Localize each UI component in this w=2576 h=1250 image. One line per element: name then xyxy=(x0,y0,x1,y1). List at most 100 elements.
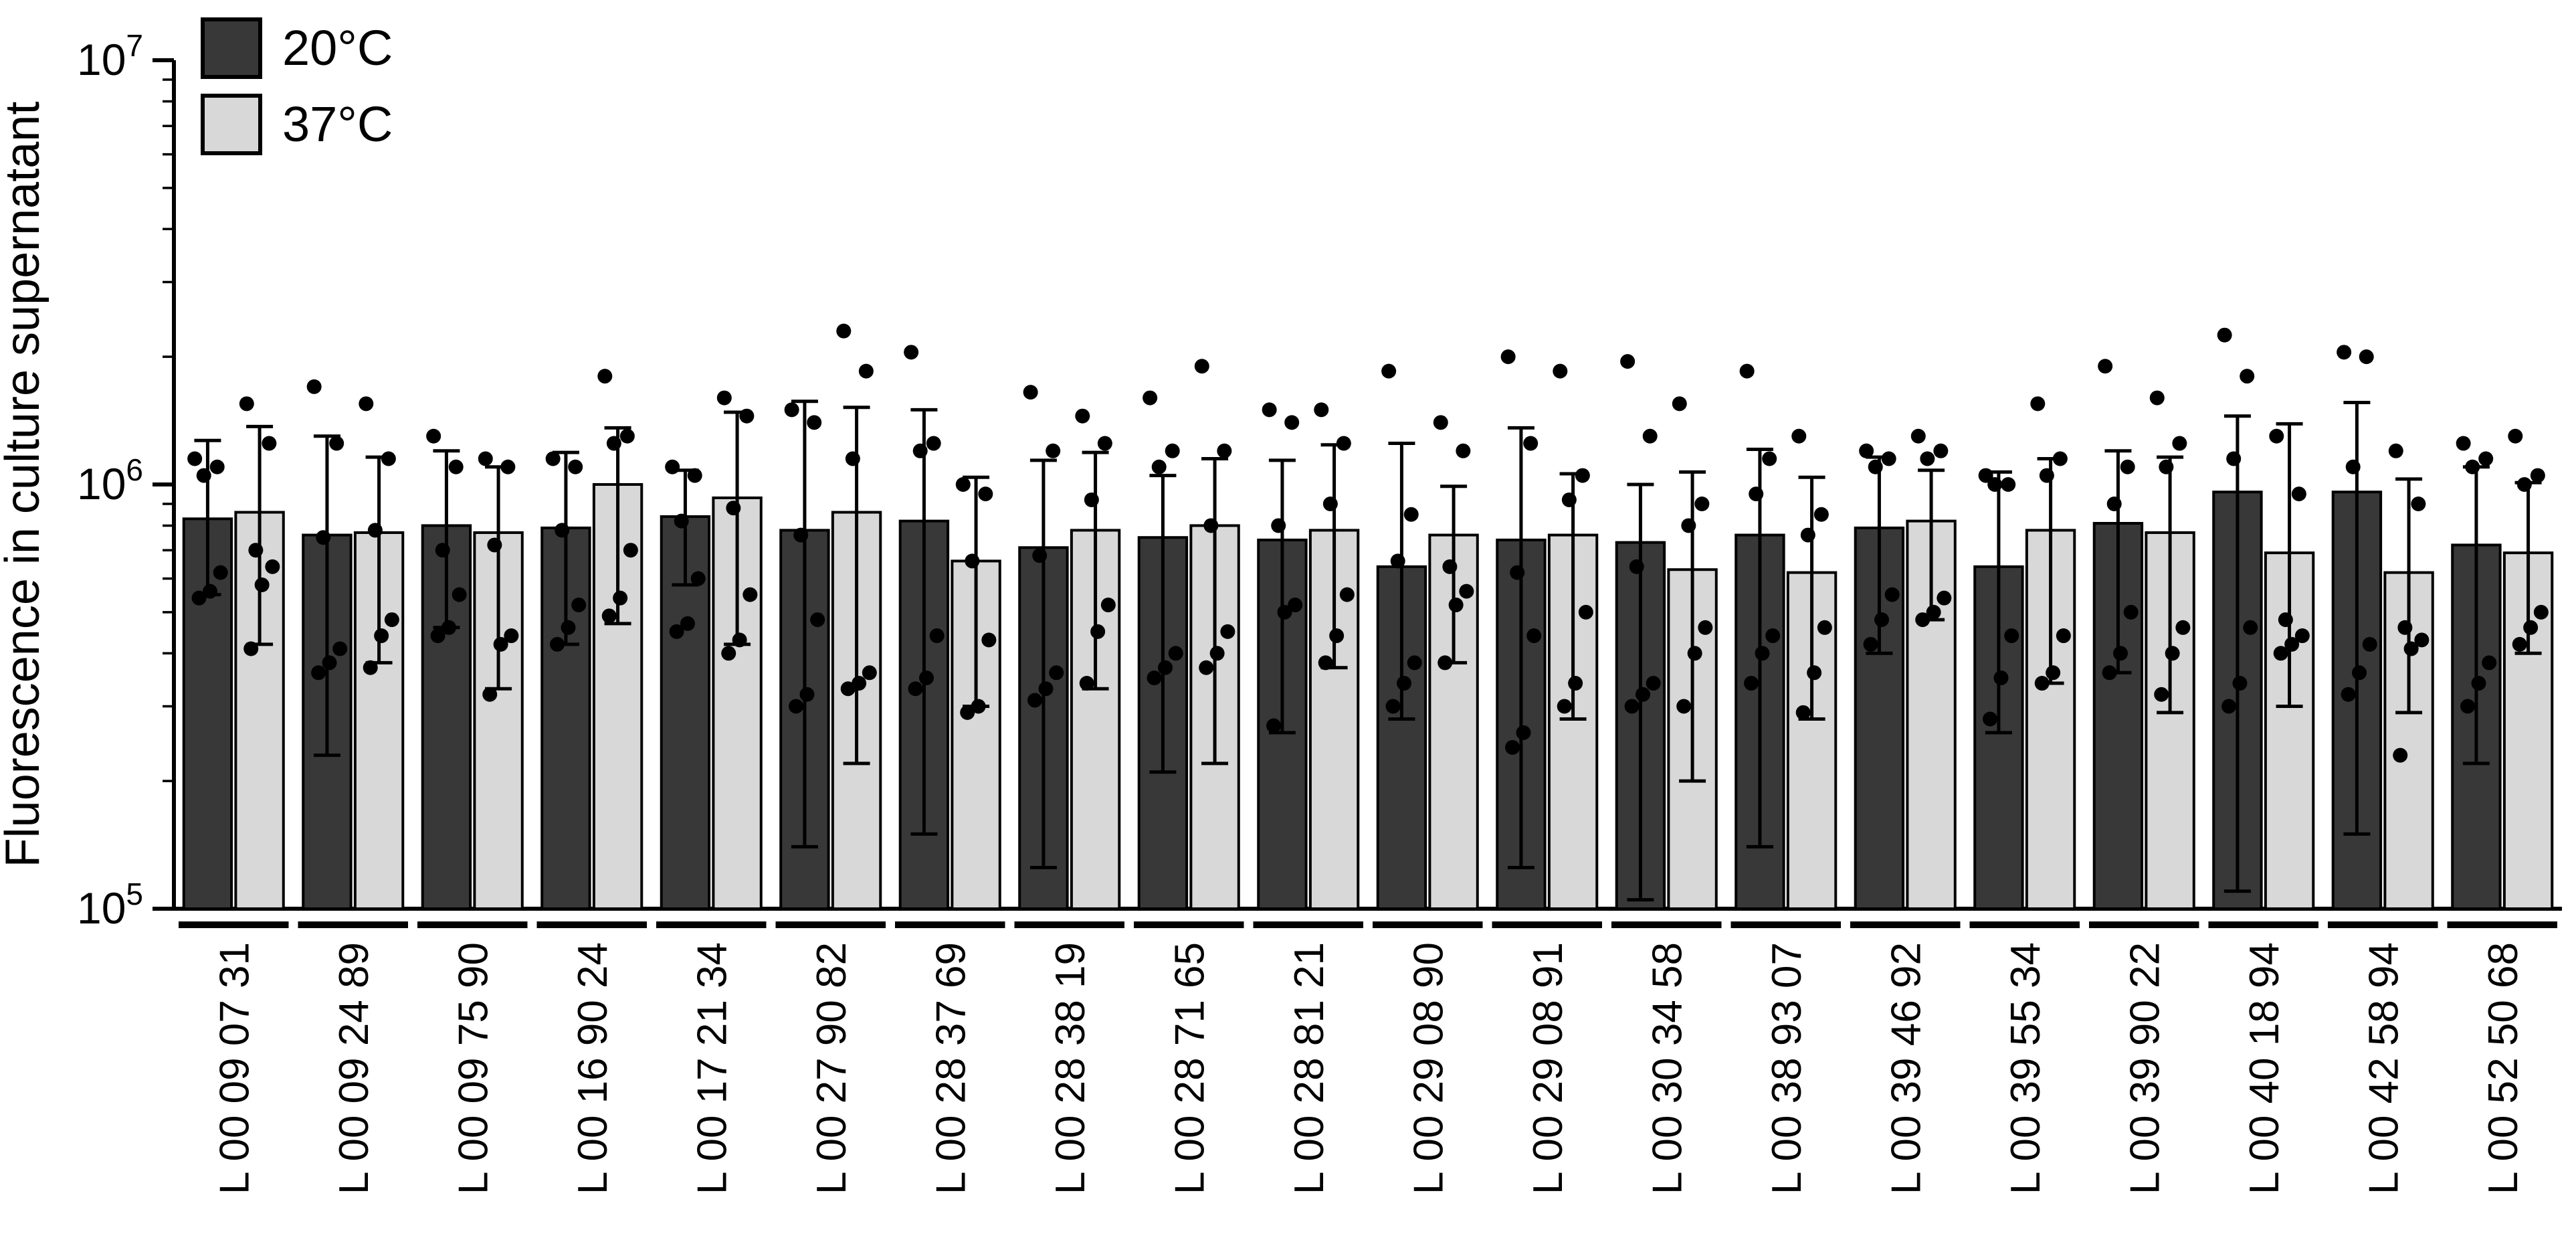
scatter-point xyxy=(739,408,755,424)
scatter-point xyxy=(1672,396,1687,412)
scatter-point xyxy=(789,699,804,714)
scatter-point xyxy=(1629,559,1644,574)
scatter-point xyxy=(2102,665,2117,681)
scatter-point xyxy=(1217,443,1232,458)
scatter-point xyxy=(2001,477,2016,492)
scatter-point xyxy=(2512,636,2527,652)
scatter-point xyxy=(1266,718,1282,733)
scatter-point xyxy=(2478,451,2494,466)
scatter-point xyxy=(1203,518,1219,533)
scatter-point xyxy=(1381,363,1397,379)
scatter-point xyxy=(550,636,565,652)
scatter-point xyxy=(1933,443,1949,458)
scatter-point xyxy=(1881,451,1896,466)
scatter-point xyxy=(2159,459,2174,474)
scatter-point xyxy=(1510,565,1525,580)
scatter-point xyxy=(2149,390,2165,406)
scatter-point xyxy=(2397,620,2413,635)
x-tick-label: L 00 29 08 90 xyxy=(1405,942,1452,1194)
scatter-point xyxy=(1687,646,1702,661)
scatter-point xyxy=(1023,385,1038,400)
scatter-point xyxy=(613,590,628,606)
scatter-point xyxy=(1863,636,1878,652)
scatter-point xyxy=(2362,636,2377,652)
x-tick-label: L 00 28 81 21 xyxy=(1286,942,1332,1194)
scatter-point xyxy=(1407,655,1422,671)
scatter-point xyxy=(363,660,378,675)
scatter-point xyxy=(2414,632,2430,648)
scatter-point xyxy=(1646,676,1661,691)
scatter-point xyxy=(687,468,702,483)
scatter-point xyxy=(2294,628,2310,644)
scatter-point xyxy=(1314,402,1329,418)
scatter-point xyxy=(1694,497,1710,512)
scatter-point xyxy=(955,477,971,492)
scatter-point xyxy=(571,598,587,613)
scatter-point xyxy=(2460,699,2476,714)
scatter-point xyxy=(597,369,613,384)
x-tick-label: L 00 16 90 24 xyxy=(570,942,616,1194)
scatter-point xyxy=(1385,699,1401,714)
scatter-point xyxy=(545,451,561,466)
scatter-point xyxy=(1438,655,1453,671)
x-tick-label: L 00 17 21 34 xyxy=(689,942,735,1194)
scatter-point xyxy=(908,681,923,697)
scatter-point xyxy=(619,428,635,444)
legend: 20°C 37°C xyxy=(201,17,393,155)
scatter-point xyxy=(2098,359,2113,374)
scatter-point xyxy=(2226,451,2242,466)
scatter-point xyxy=(2240,369,2255,384)
legend-label-20c: 20°C xyxy=(282,20,393,76)
scatter-point xyxy=(852,676,867,691)
scatter-point xyxy=(2278,612,2293,628)
legend-item-37c: 37°C xyxy=(201,94,393,155)
scatter-point xyxy=(1097,436,1112,451)
scatter-point xyxy=(665,459,680,474)
scatter-point xyxy=(742,587,758,602)
scatter-point xyxy=(381,451,396,466)
scatter-point xyxy=(1920,451,1935,466)
scatter-point xyxy=(441,620,456,635)
scatter-point xyxy=(1456,443,1471,458)
scatter-point xyxy=(2175,620,2191,635)
x-tick-label: L 00 28 38 19 xyxy=(1048,942,1094,1194)
legend-swatch-20c xyxy=(201,17,262,79)
scatter-point xyxy=(793,527,809,543)
scatter-point xyxy=(1987,477,2003,492)
scatter-point xyxy=(912,443,928,458)
scatter-point xyxy=(716,390,732,406)
scatter-point xyxy=(452,587,467,602)
scatter-point xyxy=(2471,676,2486,691)
scatter-point xyxy=(1079,676,1094,691)
x-tick-label: L 00 39 55 34 xyxy=(2003,942,2049,1194)
scatter-point xyxy=(1194,359,1209,374)
scatter-point xyxy=(1277,604,1292,620)
scatter-point xyxy=(1800,527,1815,543)
scatter-point xyxy=(862,665,877,681)
x-tick-label: L 00 39 46 92 xyxy=(1883,942,1929,1194)
scatter-point xyxy=(680,616,695,631)
scatter-point xyxy=(960,705,975,720)
scatter-point xyxy=(840,681,856,697)
scatter-point xyxy=(311,665,326,681)
scatter-point xyxy=(1505,739,1520,755)
scatter-point xyxy=(202,584,217,599)
scatter-point xyxy=(1983,711,1998,727)
scatter-point xyxy=(2393,747,2408,763)
scatter-point xyxy=(500,459,516,474)
scatter-point xyxy=(2482,655,2497,671)
scatter-point xyxy=(1526,628,1542,644)
scatter-point xyxy=(1561,492,1577,507)
scatter-point xyxy=(799,687,815,702)
scatter-point xyxy=(1157,660,1173,675)
scatter-point xyxy=(478,451,493,466)
scatter-point xyxy=(2351,665,2367,681)
scatter-point xyxy=(1807,665,1822,681)
scatter-point xyxy=(623,543,638,558)
scatter-point xyxy=(2411,497,2426,512)
scatter-point xyxy=(2291,486,2306,502)
scatter-point xyxy=(2004,628,2019,644)
scatter-point xyxy=(2232,676,2248,691)
x-tick-label: L 00 09 75 90 xyxy=(450,942,496,1194)
